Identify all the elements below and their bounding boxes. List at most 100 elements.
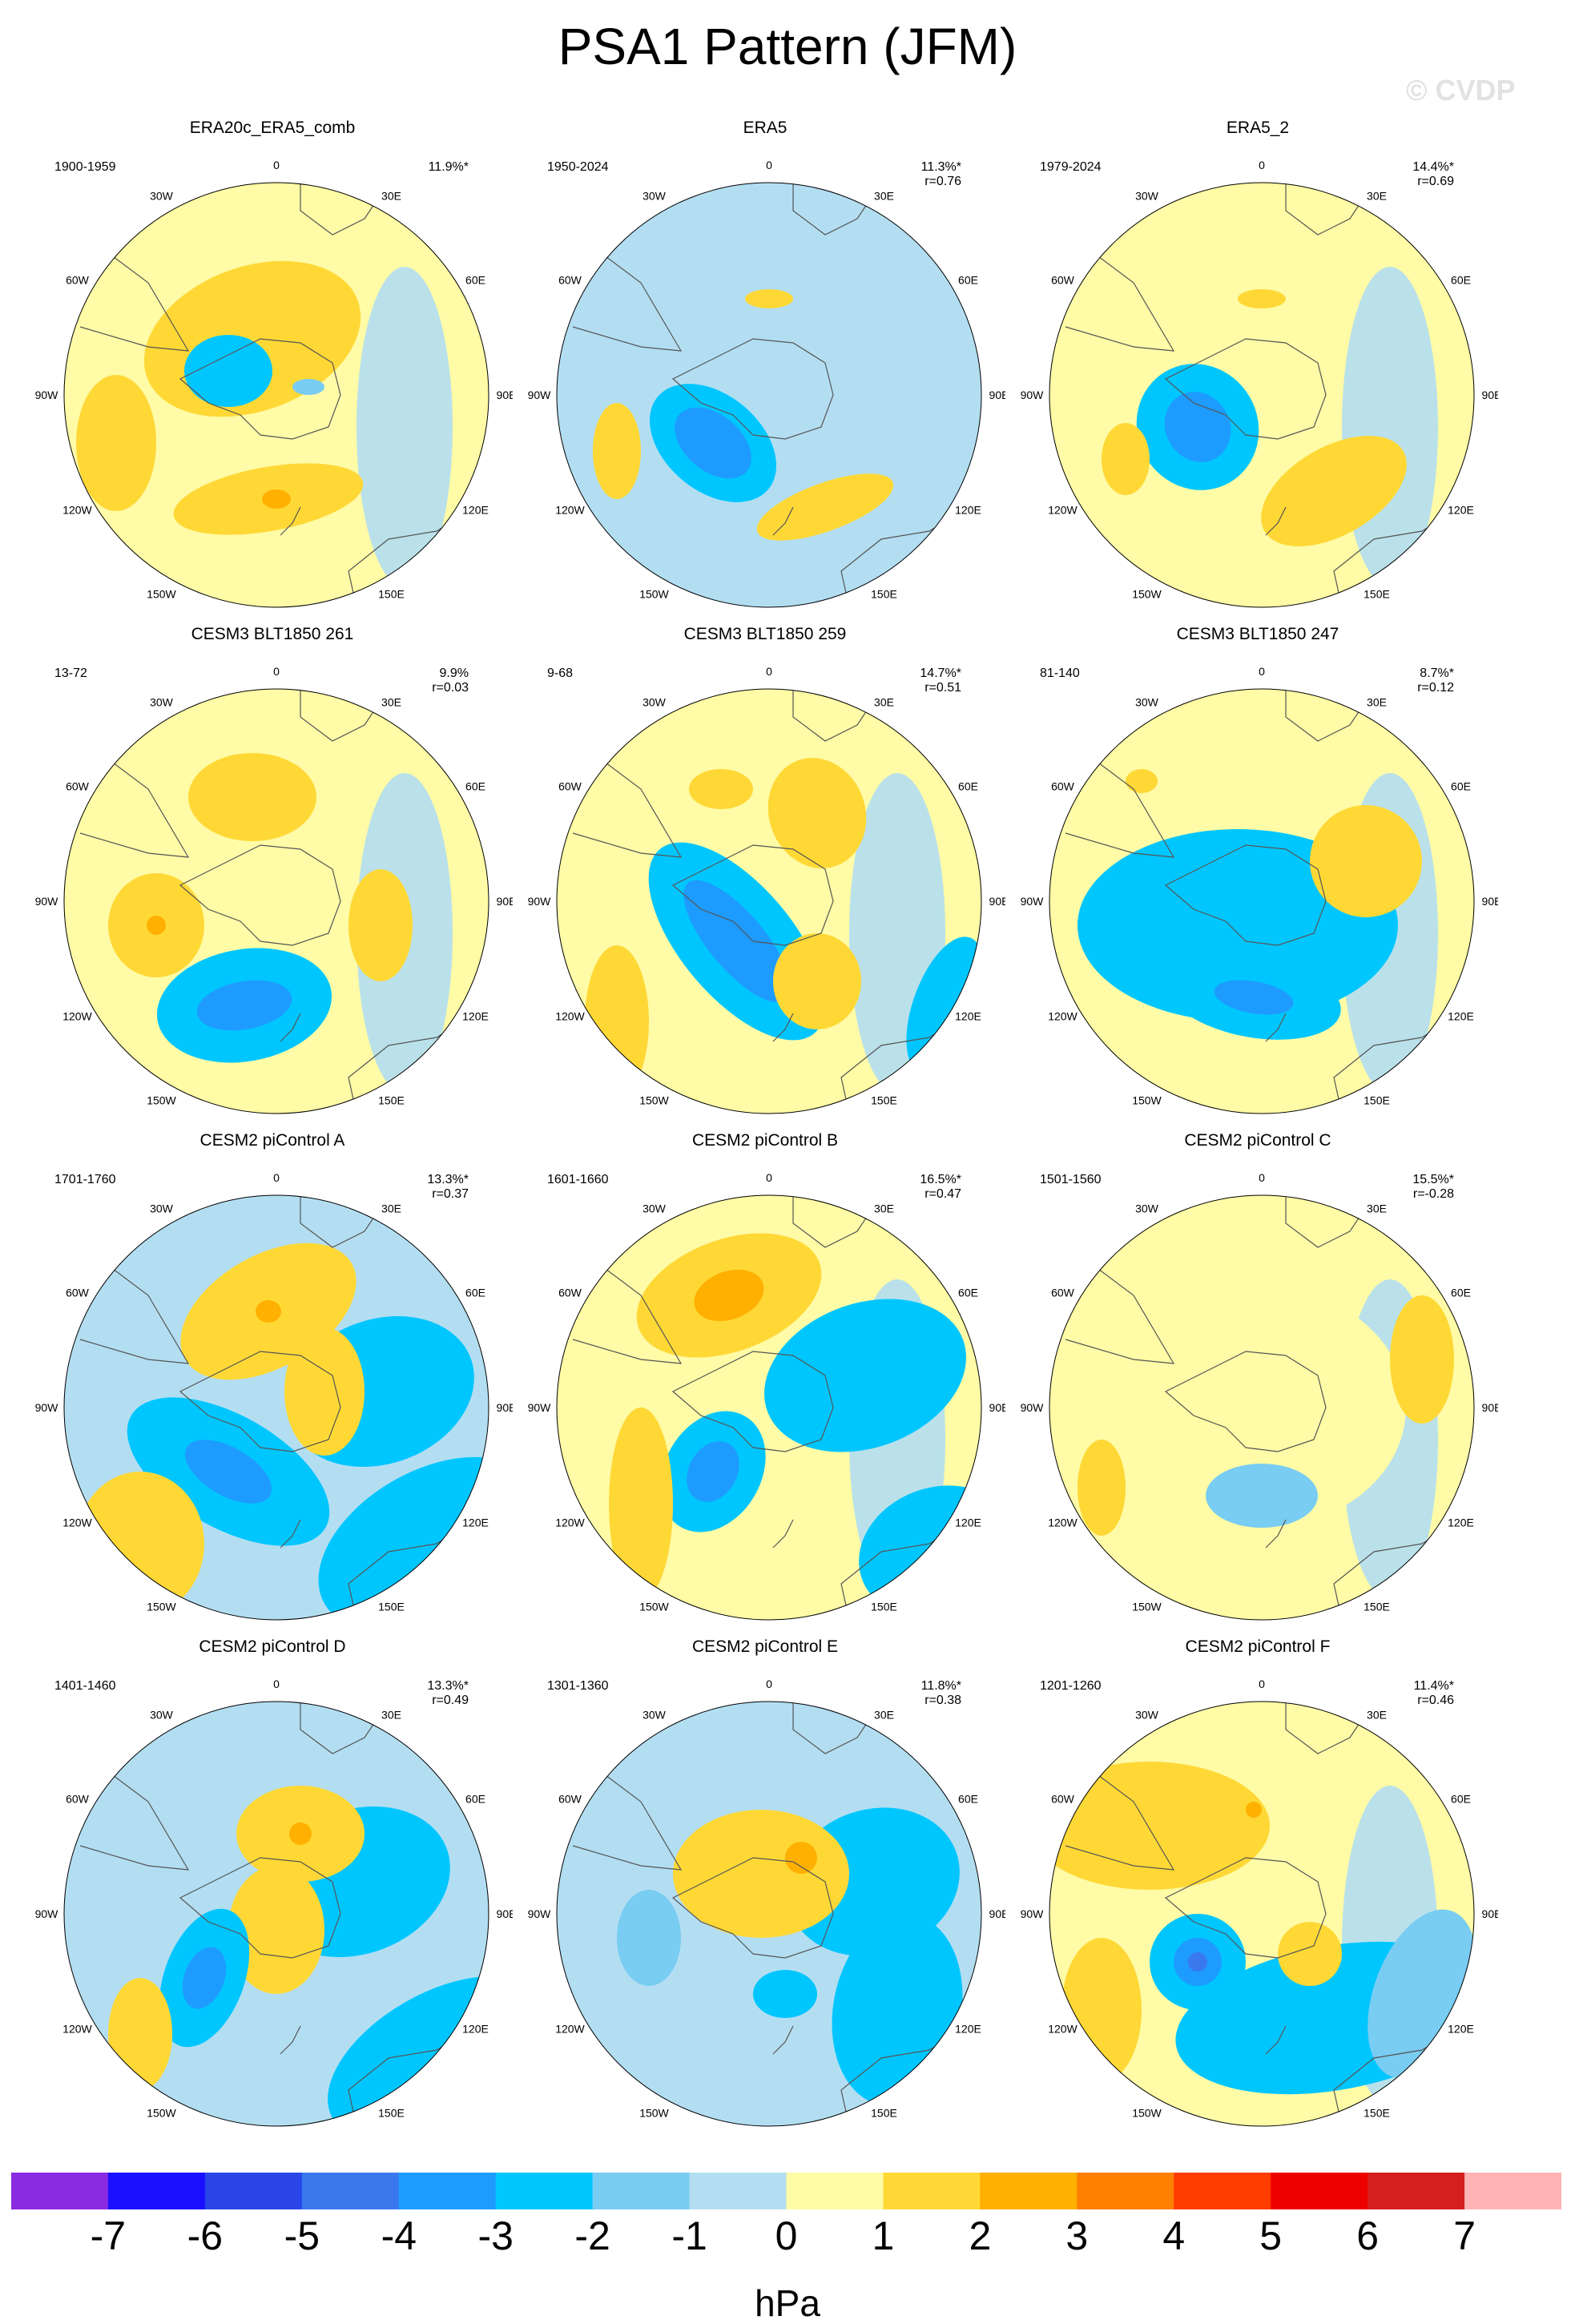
- anomaly-field: [64, 1195, 489, 1620]
- longitude-label: 150E: [378, 2107, 405, 2120]
- anomaly-contour: [108, 1978, 172, 2090]
- longitude-label: 90E: [1482, 1907, 1498, 1920]
- longitude-label: 150E: [871, 1094, 897, 1107]
- longitude-label: 90E: [497, 895, 513, 908]
- longitude-label: 60W: [66, 274, 90, 287]
- longitude-label: 150W: [639, 588, 669, 601]
- anomaly-contour: [1310, 805, 1422, 917]
- map-panel: 030E60E90E120E150E180150W120W90W60W30WER…: [525, 119, 1005, 615]
- longitude-label: 30E: [874, 1709, 894, 1722]
- explained-variance: 13.3%*: [427, 1173, 469, 1186]
- africa-coastline: [792, 183, 874, 236]
- pattern-correlation: r=0.49: [432, 1694, 469, 1707]
- explained-variance: 14.4%*: [1412, 160, 1454, 174]
- anomaly-contour: [1238, 289, 1286, 308]
- pattern-correlation: r=-0.28: [1412, 1187, 1454, 1201]
- colorbar-segment: [1368, 2173, 1465, 2209]
- polar-map: 030E60E90E120E150E180150W120W90W60W30W: [35, 159, 513, 608]
- map-panel: 030E60E90E120E150E180150W120W90W60W30WCE…: [32, 625, 513, 1122]
- pattern-correlation: r=0.46: [1417, 1694, 1454, 1707]
- pattern-correlation: r=0.38: [924, 1694, 961, 1707]
- map-panel: 030E60E90E120E150E180150W120W90W60W30WCE…: [1017, 625, 1498, 1122]
- longitude-label: 150E: [871, 2107, 897, 2120]
- longitude-label: 90W: [528, 1907, 552, 1920]
- colorbar-segment: [786, 2173, 884, 2209]
- panel-period: 1900-1959: [54, 160, 116, 174]
- longitude-label: 0: [273, 159, 280, 171]
- map-panel: 030E60E90E120E150E180150W120W90W60W30WER…: [32, 119, 513, 615]
- africa-coastline: [1285, 1195, 1367, 1248]
- longitude-label: 60E: [958, 780, 978, 793]
- pattern-correlation: r=0.76: [924, 175, 961, 188]
- longitude-label: 150W: [1132, 1601, 1162, 1613]
- anomaly-contour: [753, 1970, 817, 2018]
- longitude-label: 0: [766, 665, 772, 678]
- anomaly-contour: [1206, 1464, 1318, 1528]
- longitude-label: 120W: [62, 504, 92, 517]
- colorbar-units: hPa: [755, 2282, 820, 2324]
- panel-stats: 11.4%* r=0.46: [1414, 1679, 1454, 1708]
- map-panel: 030E60E90E120E150E180150W120W90W60W30WCE…: [32, 1131, 513, 1628]
- pattern-correlation: r=0.47: [924, 1187, 961, 1201]
- panel-stats: 13.3%* r=0.37: [427, 1173, 469, 1202]
- map-border: [63, 688, 489, 1114]
- longitude-label: 90W: [35, 1907, 59, 1920]
- explained-variance: 11.4%*: [1413, 1679, 1454, 1693]
- new-zealand-coastline: [772, 2025, 794, 2055]
- new-zealand-coastline: [1265, 506, 1287, 536]
- colorbar-tick-label: 1: [872, 2213, 895, 2258]
- new-zealand-coastline: [1265, 1013, 1287, 1042]
- longitude-label: 30W: [642, 190, 667, 203]
- anomaly-field: [557, 689, 981, 1114]
- anomaly-contour: [1078, 1440, 1126, 1536]
- longitude-label: 60W: [1051, 1287, 1075, 1299]
- anomaly-contour: [1118, 1287, 1406, 1528]
- colorbar-tick-label: 5: [1259, 2213, 1283, 2258]
- antarctica-coastline: [671, 338, 834, 440]
- anomaly-contour: [683, 880, 791, 1003]
- africa-coastline: [792, 689, 874, 742]
- panel-period: 9-68: [547, 667, 574, 680]
- longitude-label: 30W: [1135, 696, 1159, 709]
- panel-stats: 11.3%* r=0.76: [921, 160, 961, 189]
- colorbar-tick-label: -2: [574, 2213, 610, 2258]
- panel-title: CESM2 piControl F: [1185, 1637, 1331, 1656]
- longitude-label: 90W: [528, 1401, 552, 1414]
- longitude-label: 30W: [1135, 1709, 1159, 1722]
- polar-map: 030E60E90E120E150E180150W120W90W60W30W: [35, 1171, 513, 1621]
- longitude-label: 60W: [66, 780, 90, 793]
- colorbar-tick-label: 3: [1065, 2213, 1089, 2258]
- longitude-label: 150E: [378, 1601, 405, 1613]
- longitude-label: 60W: [558, 780, 582, 793]
- longitude-label: 120W: [1048, 1010, 1078, 1023]
- explained-variance: 13.3%*: [427, 1679, 469, 1693]
- africa-coastline: [1285, 183, 1367, 236]
- anomaly-field: [557, 1702, 981, 2126]
- panel-stats: 8.7%* r=0.12: [1417, 667, 1454, 695]
- colorbar-segment: [398, 2173, 497, 2209]
- new-zealand-coastline: [772, 506, 794, 536]
- anomaly-contour: [284, 1327, 365, 1456]
- anomaly-contour: [687, 1441, 739, 1502]
- anomaly-contour: [1390, 1295, 1454, 1424]
- longitude-label: 0: [273, 1678, 280, 1690]
- new-zealand-coastline: [280, 1519, 301, 1549]
- longitude-label: 120E: [462, 1010, 489, 1023]
- longitude-label: 120E: [462, 2023, 489, 2036]
- colorbar-segment: [1077, 2173, 1174, 2209]
- longitude-label: 150W: [639, 1094, 669, 1107]
- polar-map: 030E60E90E120E150E180150W120W90W60W30W: [1021, 1171, 1498, 1621]
- longitude-label: 30E: [381, 1709, 401, 1722]
- antarctica-coastline: [1164, 338, 1327, 440]
- longitude-label: 90W: [528, 389, 552, 401]
- longitude-label: 30E: [1367, 696, 1387, 709]
- antarctica-coastline: [1164, 1351, 1327, 1452]
- africa-coastline: [1285, 1702, 1367, 1754]
- longitude-label: 120E: [462, 1516, 489, 1529]
- longitude-label: 90W: [1021, 1401, 1045, 1414]
- antarctica-coastline: [671, 1351, 834, 1452]
- longitude-label: 30W: [1135, 1202, 1159, 1215]
- colorbar-segment: [107, 2173, 206, 2209]
- antarctica-coastline: [1164, 1857, 1327, 1959]
- longitude-label: 90E: [1482, 389, 1498, 401]
